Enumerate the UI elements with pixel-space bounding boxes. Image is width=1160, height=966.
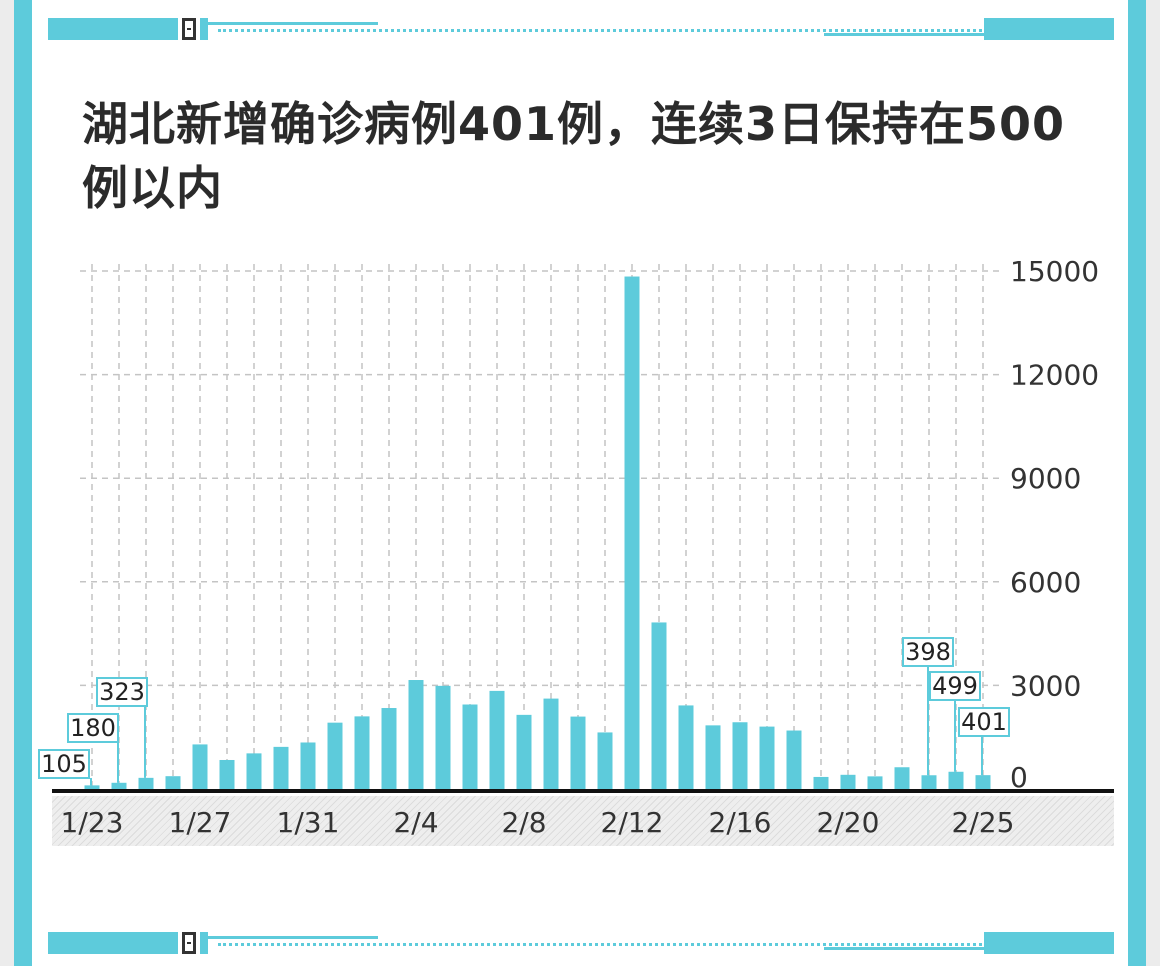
bar — [246, 753, 262, 789]
bar — [975, 775, 991, 789]
data-label: 180 — [70, 714, 116, 742]
x-tick-label: 2/20 — [817, 806, 880, 839]
x-tick-label: 2/25 — [952, 806, 1015, 839]
bar — [516, 714, 532, 789]
bar — [165, 776, 181, 789]
data-label: 323 — [99, 678, 145, 706]
y-tick-label: 12000 — [1010, 359, 1099, 392]
bar — [192, 744, 208, 789]
x-tick-label: 2/12 — [601, 806, 664, 839]
bar — [273, 746, 289, 789]
data-label-box — [67, 713, 119, 743]
data-label-box — [902, 637, 954, 667]
y-tick-label: 15000 — [1010, 255, 1099, 288]
x-tick-label: 1/27 — [169, 806, 232, 839]
x-tick-label: 2/16 — [709, 806, 772, 839]
bar — [435, 685, 451, 789]
data-label: 499 — [932, 672, 978, 700]
bar — [300, 742, 316, 789]
bar — [786, 730, 802, 789]
y-tick-label: 6000 — [1010, 566, 1081, 599]
x-tick-label: 1/23 — [61, 806, 124, 839]
bar — [219, 759, 235, 789]
bar — [840, 774, 856, 789]
bar — [543, 698, 559, 789]
bar — [867, 776, 883, 789]
data-label: 398 — [905, 638, 951, 666]
bar — [462, 704, 478, 789]
data-label: 105 — [41, 750, 87, 778]
bar — [705, 725, 721, 789]
bar — [597, 732, 613, 789]
bar — [408, 680, 424, 789]
x-tick-label: 1/31 — [277, 806, 340, 839]
x-axis-band — [52, 796, 1114, 846]
bottom-decoration — [48, 932, 1114, 954]
left-border-bar — [14, 0, 32, 966]
y-tick-label: 0 — [1010, 761, 1028, 794]
bar — [894, 767, 910, 789]
bar — [732, 722, 748, 789]
bar — [813, 776, 829, 789]
bar — [651, 622, 667, 789]
bar — [354, 716, 370, 789]
bar — [921, 775, 937, 789]
bar — [624, 276, 640, 789]
bar — [489, 690, 505, 789]
y-tick-label: 9000 — [1010, 462, 1081, 495]
top-decoration — [48, 18, 1114, 40]
x-tick-label: 2/8 — [501, 806, 546, 839]
x-tick-label: 2/4 — [393, 806, 438, 839]
data-label-box — [38, 749, 90, 779]
chart-title: 湖北新增确诊病例401例，连续3日保持在500例以内 — [82, 97, 1066, 215]
data-label-box — [929, 671, 981, 701]
right-border-bar — [1128, 0, 1146, 966]
bar — [678, 705, 694, 789]
y-tick-label: 3000 — [1010, 669, 1081, 702]
bar — [381, 708, 397, 789]
bar — [84, 785, 100, 789]
data-label-box — [96, 677, 148, 707]
bar — [138, 777, 154, 789]
bar — [948, 771, 964, 789]
bar — [111, 782, 127, 789]
bar — [327, 722, 343, 789]
data-label-box — [958, 707, 1010, 737]
data-label: 401 — [961, 708, 1007, 736]
bar — [570, 716, 586, 789]
x-axis-line — [52, 789, 1114, 793]
bar — [759, 726, 775, 789]
